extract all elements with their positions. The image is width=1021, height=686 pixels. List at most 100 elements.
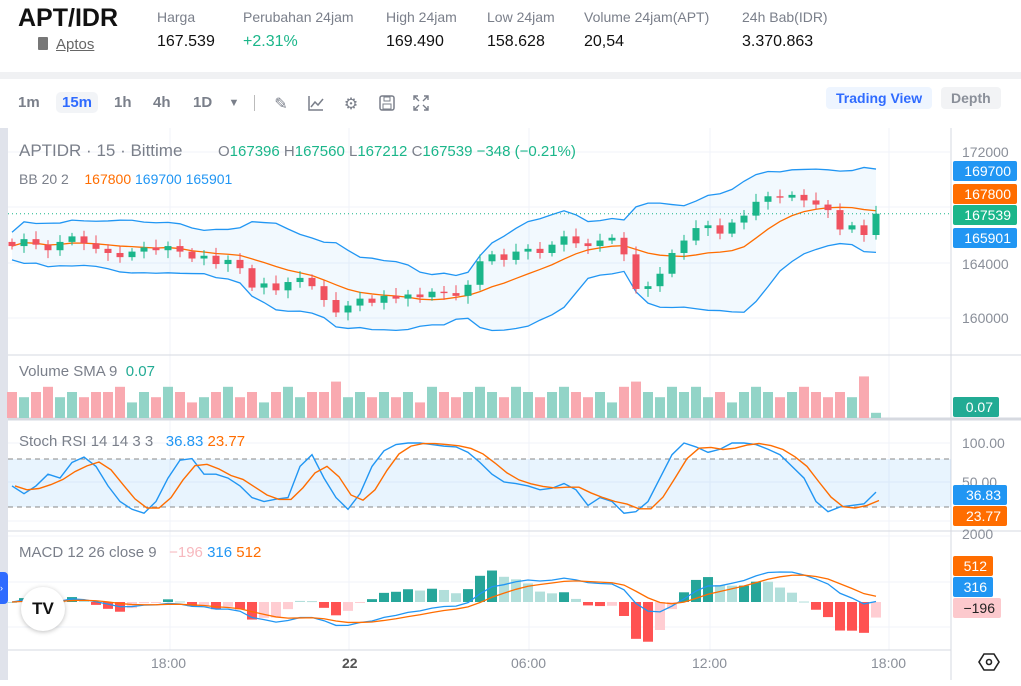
volume-bar	[31, 392, 41, 418]
macd-histogram-bar	[763, 581, 773, 602]
volume-bar	[679, 392, 689, 418]
time-label: 12:00	[692, 655, 728, 671]
settings-hex-icon[interactable]	[978, 652, 1000, 677]
coin-link-label: Aptos	[56, 36, 95, 53]
candle-body	[140, 247, 148, 252]
interval-1h[interactable]: 1h	[114, 94, 132, 111]
candle-body	[644, 286, 652, 289]
toolbar-separator	[254, 95, 255, 111]
volume-bar	[139, 392, 149, 418]
stat-label: Low 24jam	[487, 9, 555, 25]
interval-1d[interactable]: 1D	[193, 94, 213, 111]
volume-bar	[391, 397, 401, 418]
candle-body	[68, 236, 76, 242]
candle-body	[584, 243, 592, 247]
candle-body	[500, 254, 508, 260]
macd-histogram-bar	[331, 602, 341, 616]
trading-view-button[interactable]: Trading View	[826, 87, 933, 109]
macd-histogram-bar	[427, 588, 437, 602]
macd-histogram-bar	[595, 602, 605, 607]
fullscreen-icon[interactable]	[412, 94, 430, 112]
candle-body	[272, 283, 280, 291]
macd-histogram-bar	[859, 602, 869, 633]
candle-body	[536, 248, 544, 253]
macd-histogram-bar	[223, 602, 233, 607]
macd-histogram-bar	[643, 602, 653, 642]
macd-histogram-bar	[451, 593, 461, 602]
candle-body	[836, 210, 844, 230]
save-icon[interactable]	[378, 94, 396, 112]
volume-bar	[235, 397, 245, 418]
candle-body	[428, 291, 436, 298]
macd-histogram-bar	[247, 602, 257, 620]
volume-bar	[655, 397, 665, 418]
depth-button[interactable]: Depth	[941, 87, 1001, 109]
volume-bar	[751, 386, 761, 418]
candle-body	[488, 254, 496, 262]
candle-body	[848, 225, 856, 230]
candle-body	[572, 236, 580, 244]
interval-1m[interactable]: 1m	[18, 94, 40, 111]
macd-histogram-bar	[307, 601, 317, 603]
interval-4h[interactable]: 4h	[153, 94, 171, 111]
candle-body	[548, 244, 556, 253]
volume-bar	[823, 397, 833, 418]
macd-histogram-bar	[403, 589, 413, 602]
volume-bar	[643, 392, 653, 418]
volume-tag: 0.07	[953, 397, 999, 417]
macd-histogram-bar	[799, 601, 809, 603]
candle-body	[392, 295, 400, 299]
pair-title: APT/IDR	[18, 4, 118, 32]
macd-histogram-bar	[547, 593, 557, 602]
volume-bar	[583, 397, 593, 418]
macd-histogram-bar	[835, 602, 845, 631]
macd-histogram-bar	[607, 602, 617, 606]
volume-bar	[19, 397, 29, 418]
volume-bar	[871, 412, 881, 418]
macd-histogram-bar	[187, 602, 197, 607]
volume-bar	[775, 397, 785, 418]
volume-bar	[535, 397, 545, 418]
stat-value: 167.539	[157, 33, 215, 50]
candle-body	[824, 204, 832, 211]
bb-upper-line	[11, 166, 877, 277]
coin-link[interactable]: Aptos	[38, 36, 94, 53]
candle-body	[200, 255, 208, 259]
indicator-icon[interactable]	[307, 94, 325, 112]
candle-body	[740, 215, 748, 223]
volume-bar	[379, 392, 389, 418]
dropdown-arrow-icon[interactable]: ▼	[228, 97, 240, 109]
time-label: 06:00	[511, 655, 547, 671]
macd-histogram-bar	[379, 592, 389, 602]
macd-legend: MACD 12 26 close 9 −196 316 512	[19, 544, 262, 561]
volume-bar	[607, 402, 617, 418]
macd-histogram-bar	[511, 579, 521, 602]
time-label: 18:00	[151, 655, 187, 671]
expand-sidebar-handle[interactable]: ›	[0, 572, 8, 604]
interval-15m[interactable]: 15m	[56, 92, 99, 113]
last-price-tag: 167539	[953, 205, 1017, 225]
candle-body	[248, 268, 256, 288]
stoch-k-tag: 36.83	[953, 485, 1007, 505]
bb-mid-tag: 167800	[953, 184, 1017, 204]
draw-icon[interactable]: ✎	[274, 96, 288, 113]
volume-bar	[295, 397, 305, 418]
volume-bar	[127, 402, 137, 418]
candle-body	[404, 294, 412, 299]
macd-histogram-bar	[679, 592, 689, 602]
gear-icon[interactable]: ⚙	[343, 96, 359, 113]
volume-bar	[799, 386, 809, 418]
divider	[0, 72, 1021, 79]
macd-signal-line	[11, 574, 877, 624]
macd-histogram-bar	[79, 600, 89, 602]
macd-histogram-bar	[163, 599, 173, 602]
candle-body	[440, 291, 448, 294]
volume-bar	[175, 392, 185, 418]
volume-bar	[103, 392, 113, 418]
macd-histogram-bar	[463, 589, 473, 602]
candle-body	[104, 248, 112, 253]
volume-bar	[211, 392, 221, 418]
macd-histogram-bar	[103, 602, 113, 609]
tradingview-logo[interactable]: TV	[21, 587, 65, 631]
